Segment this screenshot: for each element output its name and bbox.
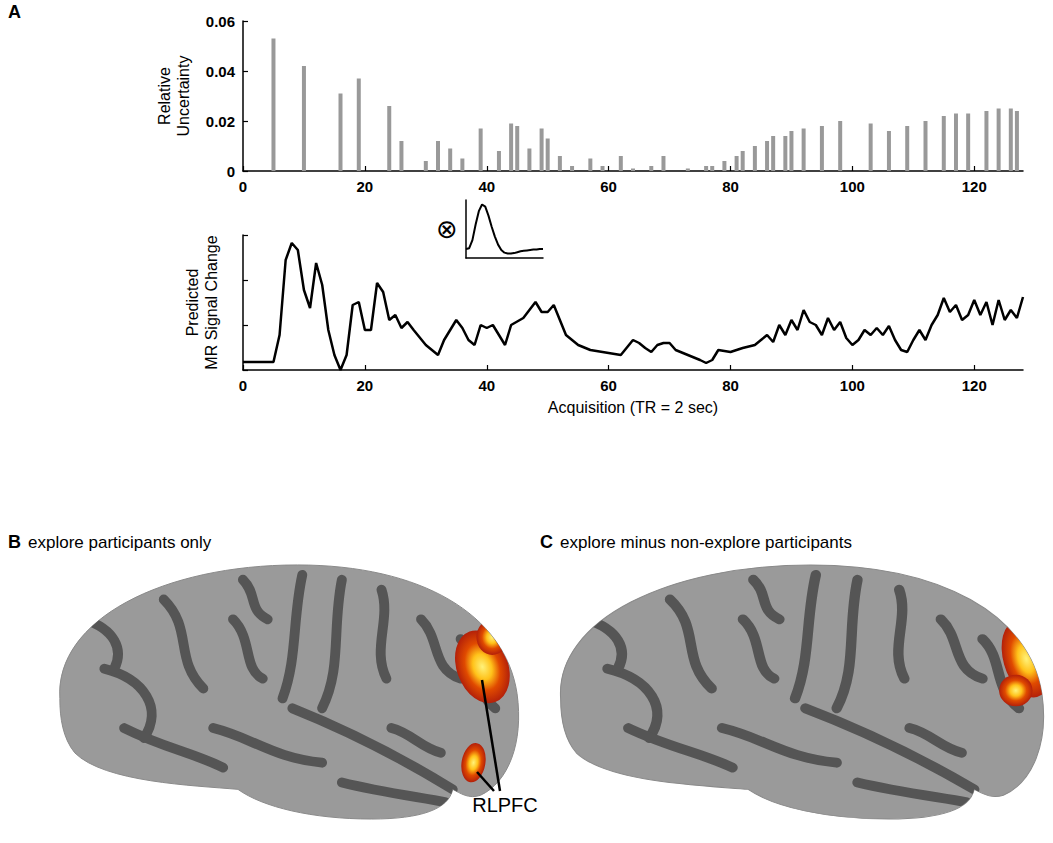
svg-text:B: B: [8, 532, 21, 552]
svg-text:20: 20: [357, 178, 374, 195]
svg-text:A: A: [8, 2, 21, 22]
svg-text:120: 120: [962, 377, 987, 394]
svg-text:80: 80: [722, 377, 739, 394]
svg-text:80: 80: [722, 178, 739, 195]
svg-text:60: 60: [600, 178, 617, 195]
svg-text:120: 120: [962, 178, 987, 195]
svg-text:0: 0: [227, 163, 235, 180]
svg-text:RLPFC: RLPFC: [472, 794, 538, 816]
svg-text:0.06: 0.06: [206, 13, 235, 30]
svg-text:C: C: [540, 532, 553, 552]
svg-text:explore participants only: explore participants only: [28, 533, 212, 552]
svg-text:Predicted: Predicted: [184, 269, 201, 337]
svg-text:40: 40: [478, 377, 495, 394]
svg-text:40: 40: [478, 178, 495, 195]
svg-text:explore minus non-explore part: explore minus non-explore participants: [560, 533, 852, 552]
svg-text:MR Signal Change: MR Signal Change: [203, 235, 220, 369]
svg-text:⊗: ⊗: [436, 214, 458, 244]
svg-text:Acquisition (TR = 2 sec): Acquisition (TR = 2 sec): [548, 399, 718, 416]
svg-text:0.04: 0.04: [206, 63, 236, 80]
svg-text:0.02: 0.02: [206, 113, 235, 130]
svg-text:0: 0: [239, 377, 247, 394]
svg-text:0: 0: [239, 178, 247, 195]
svg-text:100: 100: [840, 377, 865, 394]
svg-text:Uncertainty: Uncertainty: [175, 56, 192, 137]
svg-text:Relative: Relative: [156, 67, 173, 125]
svg-text:60: 60: [600, 377, 617, 394]
svg-text:20: 20: [357, 377, 374, 394]
svg-text:100: 100: [840, 178, 865, 195]
